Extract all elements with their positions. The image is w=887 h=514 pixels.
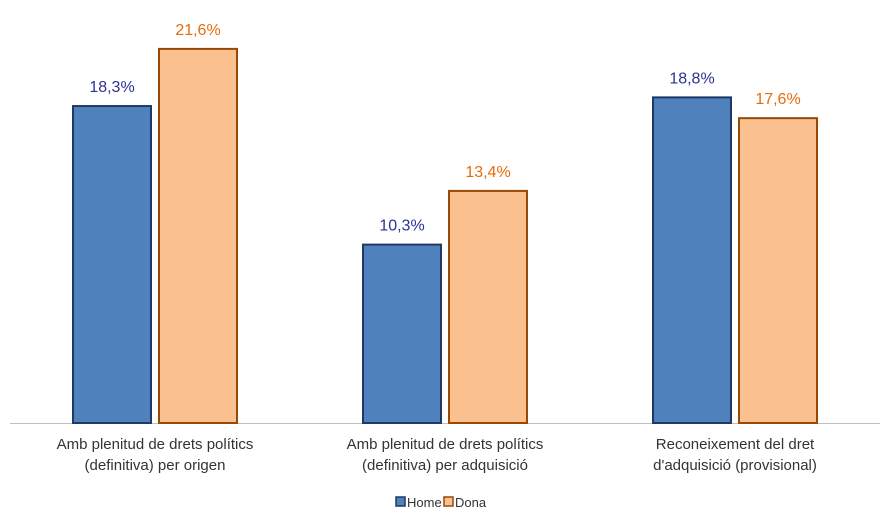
bar-home-1: [72, 105, 152, 424]
bar-dona-2: [448, 189, 528, 424]
bar-dona-1: [158, 47, 238, 424]
value-label-home-1: 18,3%: [89, 79, 134, 96]
category-labels-group: Amb plenitud de drets polítics (definitiv…: [57, 436, 817, 474]
value-label-dona-1: 21,6%: [175, 22, 220, 39]
legend-label-dona: Dona: [455, 495, 487, 510]
bar-dona-3: [738, 117, 818, 424]
category-label-3-line-2: d'adquisició (provisional): [653, 457, 817, 474]
legend-swatch-home: [395, 496, 406, 507]
value-labels-group: 18,3% 21,6% 10,3% 13,4% 18,8% 17,6%: [89, 22, 800, 235]
legend-swatch-dona: [443, 496, 454, 507]
category-label-1-line-1: Amb plenitud de drets polítics: [57, 436, 254, 453]
category-label-3-line-1: Reconeixement del dret: [656, 436, 815, 453]
legend-label-home: Home: [407, 495, 442, 510]
category-label-2-line-1: Amb plenitud de drets polítics: [347, 436, 544, 453]
bar-home-3: [652, 96, 732, 424]
category-label-2-line-2: (definitiva) per adquisició: [362, 457, 528, 474]
legend: Home Dona: [395, 495, 487, 510]
category-label-1-line-2: (definitiva) per origen: [85, 457, 226, 474]
bars-group: [72, 47, 818, 424]
value-label-home-3: 18,8%: [669, 70, 714, 87]
value-label-dona-2: 13,4%: [465, 164, 510, 181]
value-label-dona-3: 17,6%: [755, 91, 800, 108]
value-label-home-2: 10,3%: [379, 218, 424, 235]
bar-home-2: [362, 243, 442, 424]
